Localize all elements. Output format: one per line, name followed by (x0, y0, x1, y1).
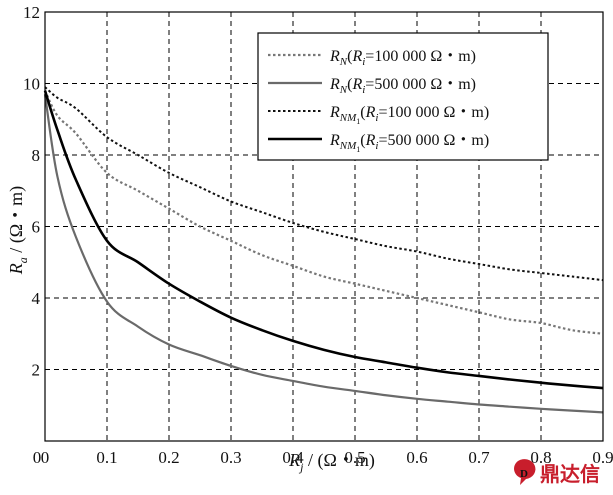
axis-ticks: 0 0.1 0.2 0.3 0.4 0.5 0.6 0.7 0.8 0.9 2 4 6 8 10 12 0 (23, 3, 613, 467)
plot-frame (44, 11, 604, 442)
legend-label-2: RN(Ri=500 000 Ω・m) (329, 76, 476, 96)
x-tick-label: 0.1 (96, 448, 117, 467)
y-tick-label: 4 (32, 289, 41, 308)
x-tick-label: 0.5 (344, 448, 365, 467)
series-line-1 (44, 90, 604, 335)
watermark-text: 鼎达信 (540, 462, 600, 486)
x-tick-label: 0.9 (592, 448, 613, 467)
plot-series (43, 86, 604, 414)
y-tick-label: 10 (23, 75, 40, 94)
origin-tick-label: 0 (33, 448, 42, 467)
legend: RN(Ri=100 000 Ω・m) RN(Ri=500 000 Ω・m) RNM1… (257, 32, 549, 161)
y-tick-label: 12 (23, 3, 40, 22)
x-axis-title: Rj / (Ω・m) (288, 450, 375, 474)
y-tick-label: 2 (32, 361, 41, 380)
speech-bubble-logo-icon: D (514, 459, 536, 485)
x-tick-label: 0.2 (158, 448, 179, 467)
watermark-logo: D 鼎达信 (514, 459, 600, 486)
svg-text:D: D (520, 468, 528, 480)
x-tick-label: 0.4 (282, 448, 304, 467)
x-tick-label: 0.6 (406, 448, 427, 467)
series-line-4 (43, 90, 604, 390)
y-tick-label: 6 (32, 218, 41, 237)
legend-label-1: RN(Ri=100 000 Ω・m) (329, 48, 476, 68)
legend-label-4: RNM1(Ri=500 000 Ω・m) (329, 132, 489, 154)
y-axis-title: Ra / (Ω・m) (6, 186, 30, 275)
x-tick-label: 0.3 (220, 448, 241, 467)
series-line-2 (43, 94, 604, 414)
x-tick-label: 0.8 (530, 448, 551, 467)
x-tick-label: 0 (41, 448, 50, 467)
legend-label-3: RNM1(Ri=100 000 Ω・m) (329, 104, 489, 126)
x-tick-label: 0.7 (468, 448, 490, 467)
series-line-3 (44, 86, 604, 282)
y-tick-label: 8 (32, 146, 41, 165)
